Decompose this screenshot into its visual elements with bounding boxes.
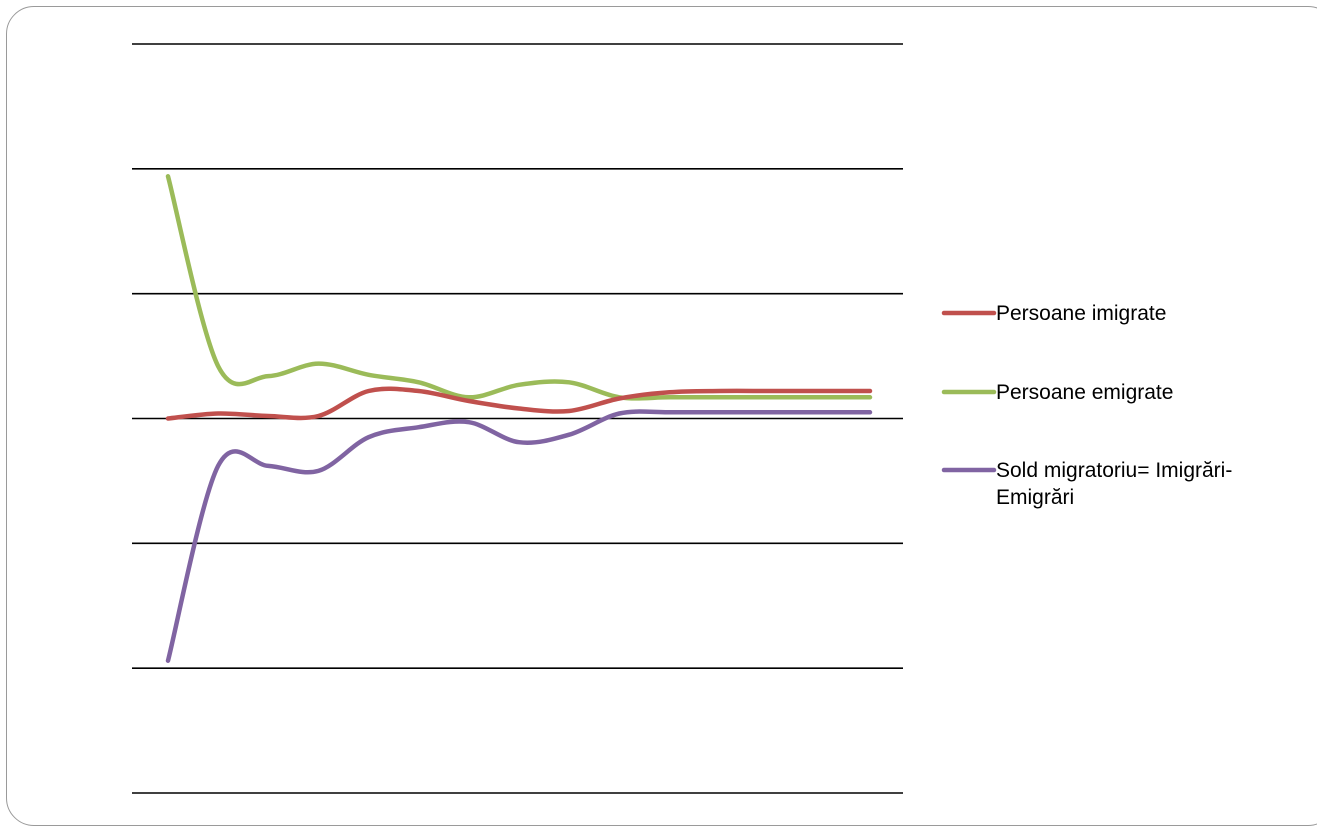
series-line-0 (165, 386, 873, 421)
grid-lines (132, 43, 903, 794)
series-lines (165, 174, 873, 663)
series-line-1 (165, 174, 873, 401)
line-chart: Persoane imigrate Persoane emigrate Sold m… (132, 43, 1232, 794)
legend-label-0: Persoane imigrate (996, 302, 1166, 325)
legend-label-1: Persoane emigrate (996, 381, 1173, 404)
legend-label-2-1: Emigrări (996, 486, 1074, 509)
legend-label-2-0: Sold migratoriu= Imigrări- (996, 459, 1232, 482)
series-line-2 (165, 409, 873, 663)
legend: Persoane imigrate Persoane emigrate Sold m… (941, 302, 1232, 509)
